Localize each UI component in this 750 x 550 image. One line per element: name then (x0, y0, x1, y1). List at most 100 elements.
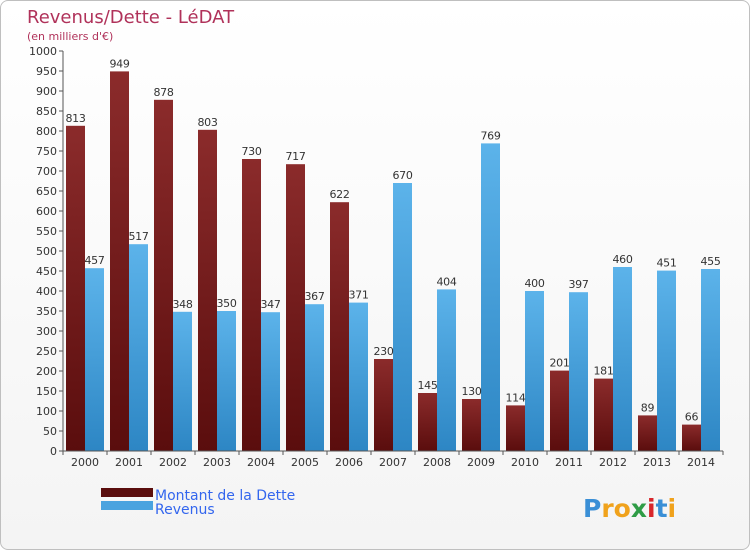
revenus-bar (701, 269, 720, 451)
revenus-value-label: 455 (700, 255, 720, 268)
revenus-bar (481, 143, 500, 451)
revenus-value-label: 367 (304, 290, 324, 303)
debt-bar (66, 125, 85, 452)
y-tick-label: 750 (36, 145, 57, 158)
debt-bar (682, 424, 701, 451)
revenus-value-label: 460 (612, 253, 632, 266)
x-tick-label: 2012 (599, 456, 627, 469)
debt-value-label: 730 (241, 145, 261, 158)
x-tick-label: 2001 (115, 456, 143, 469)
y-tick-label: 800 (36, 125, 57, 138)
x-tick-label: 2011 (555, 456, 583, 469)
y-tick-label: 300 (36, 325, 57, 338)
x-tick-label: 2003 (203, 456, 231, 469)
revenus-bar (437, 289, 456, 451)
y-tick-label: 400 (36, 285, 57, 298)
debt-value-label: 66 (685, 411, 699, 424)
y-tick-label: 250 (36, 345, 57, 358)
debt-bar (242, 159, 261, 451)
y-tick-label: 350 (36, 305, 57, 318)
revenus-value-label: 517 (128, 230, 148, 243)
revenus-value-label: 451 (656, 257, 676, 270)
revenus-bar (173, 311, 192, 451)
debt-value-label: 230 (373, 345, 393, 358)
svg-text:Proxiti: Proxiti (583, 494, 676, 523)
debt-value-label: 878 (153, 86, 173, 99)
debt-bar (462, 399, 481, 451)
y-tick-label: 150 (36, 385, 57, 398)
x-tick-label: 2002 (159, 456, 187, 469)
debt-bar (418, 393, 437, 451)
debt-bar (110, 71, 129, 452)
revenus-bar (657, 270, 676, 451)
y-axis: 0 50 100 150 200 250 300 350 400 450 500 550 600 650 7… (29, 45, 64, 458)
debt-value-label: 181 (593, 365, 613, 378)
y-tick-label: 1000 (29, 45, 57, 58)
revenus-value-label: 397 (568, 278, 588, 291)
x-tick-label: 2006 (335, 456, 363, 469)
y-tick-label: 50 (43, 425, 57, 438)
debt-value-label: 717 (285, 150, 305, 163)
x-tick-label: 2009 (467, 456, 495, 469)
debt-bar (550, 370, 569, 451)
y-tick-label: 700 (36, 165, 57, 178)
debt-bar (506, 405, 525, 451)
debt-bar (330, 202, 349, 451)
data-labels: 813 457 949 517 878 348 803 350 730 347 717 367 622 3… (65, 57, 721, 424)
chart-subtitle: (en milliers d'€) (27, 30, 113, 43)
revenus-bar (217, 311, 236, 451)
revenus-bar (305, 304, 324, 451)
y-tick-label: 200 (36, 365, 57, 378)
revenus-bar (613, 267, 632, 451)
debt-value-label: 813 (65, 112, 85, 125)
y-tick-label: 600 (36, 205, 57, 218)
y-tick-label: 900 (36, 85, 57, 98)
proxiti-logo: Proxiti (583, 494, 676, 523)
debt-value-label: 145 (417, 379, 437, 392)
y-tick-label: 850 (36, 105, 57, 118)
y-tick-label: 100 (36, 405, 57, 418)
revenus-bar (261, 312, 280, 451)
debt-value-label: 201 (549, 357, 569, 370)
x-tick-label: 2014 (687, 456, 715, 469)
y-tick-label: 450 (36, 265, 57, 278)
revenus-bar (129, 244, 148, 451)
x-axis: 2000 2001 2002 2003 2004 2005 2006 2007 2008 2009… (62, 450, 724, 469)
revenus-bar (525, 291, 544, 451)
debt-bar (198, 129, 217, 452)
y-tick-label: 500 (36, 245, 57, 258)
revenus-bar (393, 183, 412, 451)
debt-value-label: 114 (505, 391, 525, 404)
revenus-value-label: 350 (216, 297, 236, 310)
legend-label-debt: Montant de la Dette (155, 488, 295, 504)
y-tick-label: 550 (36, 225, 57, 238)
legend-swatch-debt (101, 488, 153, 497)
debt-value-label: 89 (641, 401, 655, 414)
revenus-value-label: 400 (524, 277, 544, 290)
revenus-value-label: 404 (436, 275, 456, 288)
x-tick-label: 2000 (71, 456, 99, 469)
y-tick-label: 950 (36, 65, 57, 78)
revenus-bar (85, 268, 104, 451)
debt-value-label: 949 (109, 57, 129, 70)
x-tick-label: 2010 (511, 456, 539, 469)
revenus-value-label: 670 (392, 169, 412, 182)
debt-value-label: 130 (461, 385, 481, 398)
debt-bar (154, 99, 173, 452)
x-tick-label: 2013 (643, 456, 671, 469)
debt-bar (638, 415, 657, 451)
x-tick-label: 2004 (247, 456, 275, 469)
x-tick-label: 2007 (379, 456, 407, 469)
revenus-value-label: 371 (348, 289, 368, 302)
debt-value-label: 622 (329, 188, 349, 201)
revenus-value-label: 457 (84, 254, 104, 267)
legend-label-revenus: Revenus (155, 502, 215, 518)
chart-title: Revenus/Dette - LéDAT (27, 7, 235, 28)
y-tick-label: 0 (50, 445, 57, 458)
x-tick-label: 2008 (423, 456, 451, 469)
y-tick-label: 650 (36, 185, 57, 198)
debt-value-label: 803 (197, 116, 217, 129)
revenus-value-label: 347 (260, 298, 280, 311)
bars (66, 71, 720, 452)
